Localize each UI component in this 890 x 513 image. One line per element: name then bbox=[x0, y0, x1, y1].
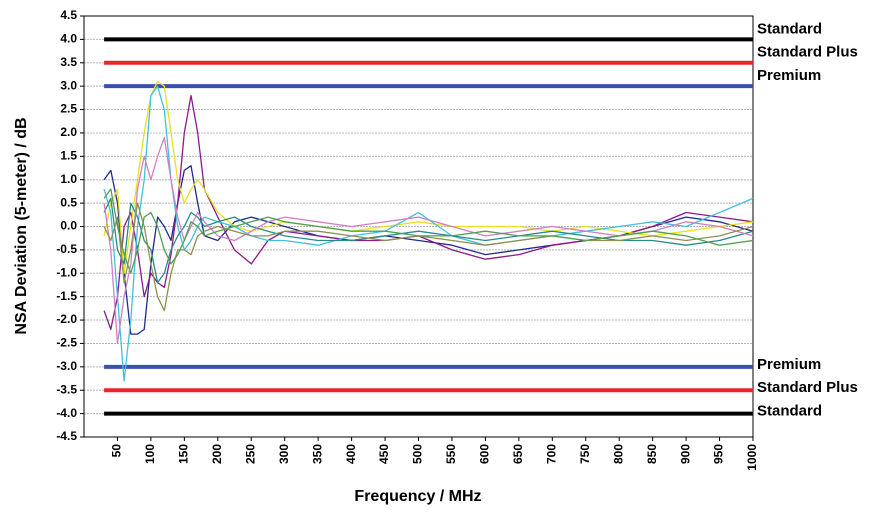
y-tick-label: -3.5 bbox=[56, 382, 77, 396]
data-line bbox=[103, 136, 754, 345]
y-tick-label: 1.5 bbox=[60, 149, 77, 163]
x-tick-label: 600 bbox=[478, 444, 492, 464]
y-tick-label: -4.5 bbox=[56, 429, 77, 443]
x-tick-label: 450 bbox=[377, 444, 391, 464]
x-tick-label: 1000 bbox=[745, 444, 759, 471]
data-line bbox=[103, 80, 754, 274]
data-line bbox=[103, 94, 754, 331]
y-tick-label: 0.5 bbox=[60, 195, 77, 209]
reference-label: Standard bbox=[757, 403, 822, 420]
y-tick-label: 2.5 bbox=[60, 102, 77, 116]
x-tick-label: 150 bbox=[177, 444, 191, 464]
x-tick-label: 550 bbox=[444, 444, 458, 464]
reference-label: Premium bbox=[757, 356, 821, 373]
x-tick-label: 950 bbox=[712, 444, 726, 464]
data-line bbox=[103, 188, 754, 274]
x-tick-label: 800 bbox=[611, 444, 625, 464]
x-tick-label: 650 bbox=[511, 444, 525, 464]
x-tick-label: 850 bbox=[645, 444, 659, 464]
y-tick-label: -2.0 bbox=[56, 312, 77, 326]
reference-label: Standard Plus bbox=[757, 44, 858, 61]
y-tick-label: 2.0 bbox=[60, 125, 77, 139]
y-tick-label: -4.0 bbox=[56, 406, 77, 420]
y-tick-label: 0.0 bbox=[60, 219, 77, 233]
x-tick-label: 50 bbox=[110, 444, 124, 458]
data-line bbox=[103, 197, 754, 284]
x-tick-label: 500 bbox=[411, 444, 425, 464]
x-tick-label: 700 bbox=[544, 444, 558, 464]
y-axis-title: NSA Deviation (5-meter) / dB bbox=[13, 117, 30, 334]
y-tick-label: 4.5 bbox=[60, 8, 77, 22]
x-axis-title: Frequency / MHz bbox=[354, 488, 481, 505]
x-tick-label: 350 bbox=[310, 444, 324, 464]
x-tick-label: 100 bbox=[143, 444, 157, 464]
y-tick-label: 3.0 bbox=[60, 78, 77, 92]
x-tick-label: 400 bbox=[344, 444, 358, 464]
y-tick-label: -3.0 bbox=[56, 359, 77, 373]
y-tick-label: -0.5 bbox=[56, 242, 77, 256]
x-tick-label: 200 bbox=[210, 444, 224, 464]
x-tick-label: 750 bbox=[578, 444, 592, 464]
y-tick-label: 1.0 bbox=[60, 172, 77, 186]
x-tick-label: 250 bbox=[243, 444, 257, 464]
x-tick-label: 300 bbox=[277, 444, 291, 464]
y-tick-label: 4.0 bbox=[60, 32, 77, 46]
reference-label: Standard bbox=[757, 20, 822, 37]
y-tick-label: -2.5 bbox=[56, 336, 77, 350]
y-tick-label: -1.0 bbox=[56, 265, 77, 279]
reference-label: Standard Plus bbox=[757, 379, 858, 396]
reference-label: Premium bbox=[757, 67, 821, 84]
y-tick-label: 3.5 bbox=[60, 55, 77, 69]
y-tick-label: -1.5 bbox=[56, 289, 77, 303]
x-tick-label: 900 bbox=[678, 444, 692, 464]
